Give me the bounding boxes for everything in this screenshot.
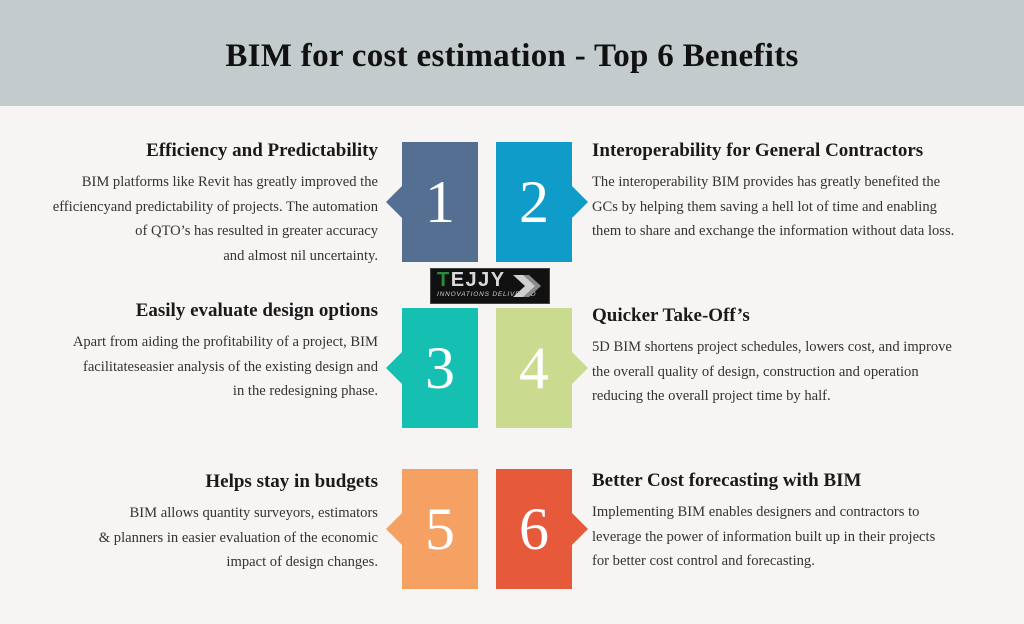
benefit-6-title: Better Cost forecasting with BIM	[592, 470, 862, 491]
header-banner	[0, 0, 1024, 106]
text-line: leverage the power of information built …	[592, 528, 936, 545]
text-line: BIM platforms like Revit has greatly imp…	[81, 174, 378, 190]
text-line: reducing the overall project time by hal…	[592, 388, 831, 404]
number-tile-5: 5	[386, 469, 478, 589]
text-line: & planners in easier evaluation of the e…	[98, 529, 378, 546]
pointer-left	[386, 513, 402, 545]
pointer-right	[572, 352, 588, 384]
benefit-2-title: Interoperability for General Contractors	[592, 140, 924, 161]
tile-number-3: 3	[425, 334, 455, 401]
text-line: efficiencyand predictability of projects…	[52, 198, 378, 215]
logo-letters: EJJY	[450, 269, 506, 291]
text-line: impact of design changes.	[226, 554, 378, 570]
benefit-5-block: Helps stay in budgets BIM allows quantit…	[38, 471, 378, 575]
logo-tagline: INNOVATIONS DELIVERED	[437, 291, 537, 298]
number-tile-1: 1	[386, 142, 478, 262]
chevron-right-icon	[513, 275, 541, 297]
number-tile-2: 2	[496, 142, 588, 262]
text-line: Implementing BIM enables designers and c…	[592, 504, 920, 520]
benefit-3-block: Easily evaluate design options Apart fro…	[38, 300, 378, 404]
text-line: the overall quality of design, construct…	[592, 363, 919, 380]
tile-number-6: 6	[519, 495, 549, 562]
tile-number-2: 2	[519, 168, 549, 235]
number-tile-6: 6	[496, 469, 588, 589]
text-line: BIM allows quantity surveyors, estimator…	[129, 505, 378, 521]
benefit-3-text: Apart from aiding the profitability of a…	[38, 330, 378, 404]
benefit-6-text: Implementing BIM enables designers and c…	[592, 500, 972, 574]
benefit-2-text: The interoperability BIM provides has gr…	[592, 170, 972, 244]
text-line: them to share and exchange the informati…	[592, 223, 955, 239]
text-line: 5D BIM shortens project schedules, lower…	[592, 339, 952, 355]
pointer-left	[386, 186, 402, 218]
text-line: The interoperability BIM provides has gr…	[592, 174, 941, 190]
number-tile-4: 4	[496, 308, 588, 428]
tile-number-4: 4	[519, 334, 549, 401]
benefit-1-text: BIM platforms like Revit has greatly imp…	[38, 170, 378, 268]
pointer-left	[386, 352, 402, 384]
benefit-6-block: Better Cost forecasting with BIM Impleme…	[592, 470, 972, 574]
pointer-right	[572, 186, 588, 218]
benefit-1-block: Efficiency and Predictability BIM platfo…	[38, 140, 378, 268]
page-title: BIM for cost estimation - Top 6 Benefits	[225, 38, 799, 74]
logo-letter-t: T	[437, 269, 451, 291]
benefit-4-title: Quicker Take-Off’s	[592, 305, 750, 326]
text-line: of QTO’s has resulted in greater accurac…	[135, 223, 378, 239]
text-line: in the redesigning phase.	[232, 383, 378, 399]
benefit-5-text: BIM allows quantity surveyors, estimator…	[38, 501, 378, 575]
text-line: facilitateseasier analysis of the existi…	[82, 358, 378, 375]
benefit-1-title: Efficiency and Predictability	[146, 140, 378, 161]
text-line: Apart from aiding the profitability of a…	[72, 334, 378, 350]
benefit-4-text: 5D BIM shortens project schedules, lower…	[592, 335, 972, 409]
benefit-2-block: Interoperability for General Contractors…	[592, 140, 972, 244]
number-tile-3: 3	[386, 308, 478, 428]
text-line: and almost nil uncertainty.	[223, 247, 378, 264]
benefit-3-title: Easily evaluate design options	[135, 300, 378, 321]
text-line: for better cost control and forecasting.	[592, 553, 815, 569]
pointer-right	[572, 513, 588, 545]
logo-wordmark: TEJJY	[437, 269, 506, 292]
benefit-5-title: Helps stay in budgets	[205, 471, 378, 492]
tile-number-5: 5	[425, 495, 455, 562]
benefit-4-block: Quicker Take-Off’s 5D BIM shortens proje…	[592, 305, 972, 409]
tile-number-1: 1	[425, 168, 455, 235]
tejjy-logo: TEJJY INNOVATIONS DELIVERED	[430, 268, 550, 304]
text-line: GCs by helping them saving a hell lot of…	[592, 198, 937, 215]
